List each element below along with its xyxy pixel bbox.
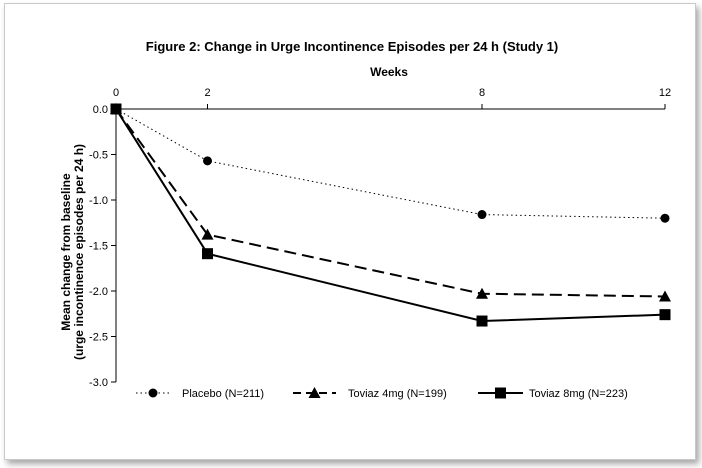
series-circle — [111, 104, 670, 223]
legend-item: Toviaz 8mg (N=223) — [478, 387, 628, 400]
data-point-square — [476, 315, 488, 327]
data-point-square — [110, 103, 122, 115]
legend-marker-triangle — [308, 387, 321, 398]
legend-label: Placebo (N=211) — [182, 388, 264, 400]
series-triangle — [110, 103, 671, 302]
y-tick-label: -2.5 — [89, 332, 108, 344]
x-tick-label: 2 — [204, 87, 210, 99]
x-axis-title: Weeks — [370, 65, 408, 79]
y-tick-label: -2.0 — [89, 286, 108, 298]
x-tick-label: 0 — [113, 87, 119, 99]
data-point-square — [659, 309, 671, 321]
series-line — [115, 108, 666, 298]
y-tick-label: -1.0 — [89, 195, 108, 207]
chart-frame — [4, 3, 696, 460]
legend-item: Placebo (N=211) — [136, 388, 264, 400]
chart-title: Figure 2: Change in Urge Incontinence Ep… — [146, 39, 558, 54]
legend-marker-square — [495, 387, 506, 399]
data-point-circle — [203, 156, 212, 166]
series-layer — [110, 103, 671, 327]
x-tick-label: 8 — [479, 87, 485, 99]
x-tick-label: 12 — [659, 87, 671, 99]
y-axis-title: Mean change from baseline (urge incontin… — [59, 144, 86, 360]
legend: Placebo (N=211) Toviaz 4mg (N=199) Toviaz … — [136, 387, 628, 400]
y-axis-title-line2: (urge incontinence episodes per 24 h) — [72, 144, 86, 360]
y-tick-label: -1.5 — [89, 241, 108, 253]
axes: 0 2 8 12 0.0 -0.5 -1.0 -1.5 -2.0 -2.5 -3.0 — [89, 87, 671, 389]
y-tick-label: -0.5 — [89, 150, 108, 162]
legend-label: Toviaz 4mg (N=199) — [348, 388, 447, 400]
data-point-circle — [477, 210, 487, 220]
data-point-triangle — [476, 287, 488, 299]
legend-marker-circle — [148, 388, 158, 398]
legend-item: Toviaz 4mg (N=199) — [293, 387, 447, 400]
y-tick-label: -3.0 — [89, 377, 108, 389]
y-tick-label: 0.0 — [93, 104, 108, 116]
series-square — [110, 103, 671, 327]
data-point-triangle — [659, 290, 671, 302]
data-point-square — [202, 248, 213, 260]
data-point-circle — [660, 213, 670, 223]
legend-label: Toviaz 8mg (N=223) — [529, 388, 628, 400]
data-point-triangle — [201, 228, 214, 240]
series-line — [115, 108, 666, 323]
y-axis-title-line1: Mean change from baseline — [59, 173, 73, 331]
series-line — [115, 108, 666, 219]
